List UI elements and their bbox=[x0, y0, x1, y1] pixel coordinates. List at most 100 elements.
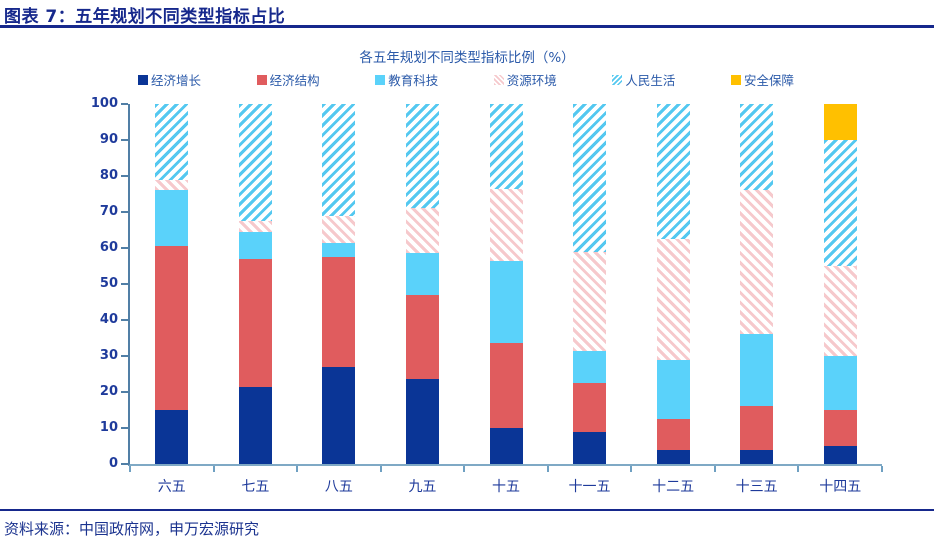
bar-十二五 bbox=[656, 104, 690, 464]
y-axis-tick bbox=[121, 211, 128, 213]
bar-segment-经济增长 bbox=[322, 366, 356, 464]
bar-segment-经济结构 bbox=[740, 406, 774, 450]
legend-item: 经济结构 bbox=[256, 70, 320, 89]
legend-swatch-icon bbox=[730, 74, 741, 85]
legend-item: 人民生活 bbox=[612, 70, 675, 89]
bar-segment-经济增长 bbox=[238, 386, 272, 464]
bar-segment-资源环境 bbox=[405, 208, 439, 254]
bar-segment-经济结构 bbox=[405, 294, 439, 380]
y-axis-tick bbox=[121, 427, 128, 429]
y-axis-label: 80 bbox=[99, 168, 118, 183]
legend-swatch-icon bbox=[256, 74, 267, 85]
bar-segment-经济结构 bbox=[489, 343, 523, 428]
bar-segment-人民生活 bbox=[405, 104, 439, 209]
bar-segment-资源环境 bbox=[238, 221, 272, 232]
bar-segment-资源环境 bbox=[740, 190, 774, 335]
legend-swatch-icon bbox=[493, 74, 504, 85]
bar-九五 bbox=[405, 104, 439, 464]
footer-rule bbox=[0, 509, 934, 511]
y-axis-label: 100 bbox=[90, 96, 118, 111]
y-axis-label: 40 bbox=[99, 312, 118, 327]
x-axis-label: 十四五 bbox=[819, 479, 862, 495]
y-axis-label: 20 bbox=[99, 384, 118, 399]
bar-segment-教育科技 bbox=[489, 260, 523, 344]
legend-label: 人民生活 bbox=[625, 73, 676, 88]
bar-segment-资源环境 bbox=[322, 215, 356, 243]
bar-segment-经济结构 bbox=[656, 419, 690, 450]
bar-segment-教育科技 bbox=[238, 231, 272, 259]
y-axis-tick bbox=[121, 175, 128, 177]
bar-segment-资源环境 bbox=[573, 251, 607, 351]
bar-segment-人民生活 bbox=[656, 104, 690, 239]
x-axis-label: 八五 bbox=[324, 479, 353, 495]
bar-segment-经济结构 bbox=[322, 257, 356, 367]
bar-十五 bbox=[489, 104, 523, 464]
legend: 经济增长 经济结构 教育科技 资源环境 人民生活 安全保障 bbox=[138, 70, 794, 89]
x-axis-tick bbox=[463, 466, 466, 472]
y-axis-tick bbox=[121, 247, 128, 249]
bar-segment-教育科技 bbox=[322, 242, 356, 257]
legend-swatch-icon bbox=[612, 74, 623, 85]
bar-segment-资源环境 bbox=[656, 239, 690, 360]
bar-segment-教育科技 bbox=[656, 359, 690, 419]
bar-六五 bbox=[155, 104, 189, 464]
y-axis-tick bbox=[121, 103, 128, 105]
bar-segment-教育科技 bbox=[573, 350, 607, 383]
x-axis-tick bbox=[379, 466, 382, 472]
x-axis-label: 十二五 bbox=[652, 479, 695, 495]
bar-segment-人民生活 bbox=[238, 104, 272, 221]
x-axis-tick bbox=[797, 466, 800, 472]
y-axis-tick bbox=[121, 319, 128, 321]
legend-swatch-icon bbox=[138, 74, 148, 85]
bar-segment-经济增长 bbox=[405, 379, 439, 464]
legend-label: 经济结构 bbox=[269, 73, 320, 88]
bar-segment-经济增长 bbox=[656, 449, 690, 464]
plot-area: 0 10 20 30 40 50 60 70 80 90 100 六五 七五 八五 九五 十五 十一五 十二五 十三… bbox=[91, 96, 883, 495]
x-axis-label: 十三五 bbox=[735, 479, 778, 495]
x-axis-label: 十一五 bbox=[568, 479, 611, 495]
bar-segment-经济增长 bbox=[155, 410, 189, 464]
y-axis-label: 50 bbox=[99, 276, 118, 291]
y-axis-label: 0 bbox=[108, 456, 118, 471]
x-axis-tick bbox=[212, 466, 215, 472]
bar-segment-人民生活 bbox=[740, 104, 774, 191]
bar-segment-经济增长 bbox=[740, 449, 774, 464]
bar-十三五 bbox=[740, 104, 774, 464]
bar-七五 bbox=[238, 104, 272, 464]
bar-segment-经济结构 bbox=[155, 246, 189, 410]
bar-segment-人民生活 bbox=[823, 140, 857, 266]
legend-label: 资源环境 bbox=[506, 73, 557, 88]
x-axis-label: 七五 bbox=[241, 479, 270, 495]
bar-segment-经济增长 bbox=[489, 428, 523, 464]
bar-segment-安全保障 bbox=[823, 104, 857, 140]
bar-segment-人民生活 bbox=[573, 104, 607, 252]
y-axis-label: 10 bbox=[99, 420, 118, 435]
bar-segment-经济增长 bbox=[573, 431, 607, 464]
y-axis-tick bbox=[121, 283, 128, 285]
bar-segment-人民生活 bbox=[489, 104, 523, 189]
page-title: 图表 7：五年规划不同类型指标占比 bbox=[4, 7, 286, 27]
x-axis-tick bbox=[713, 466, 716, 472]
y-axis-tick bbox=[121, 391, 128, 393]
bar-segment-经济结构 bbox=[573, 383, 607, 432]
x-axis-tick bbox=[630, 466, 633, 472]
legend-item: 安全保障 bbox=[730, 70, 794, 89]
legend-item: 经济增长 bbox=[138, 70, 201, 89]
y-axis-tick bbox=[121, 355, 128, 357]
legend-label: 安全保障 bbox=[743, 73, 794, 88]
x-axis-tick bbox=[546, 466, 549, 472]
y-axis-label: 30 bbox=[99, 348, 118, 363]
bar-segment-人民生活 bbox=[155, 104, 189, 180]
x-axis-label: 十五 bbox=[492, 479, 520, 495]
title-rule bbox=[0, 25, 934, 28]
bar-segment-资源环境 bbox=[155, 179, 189, 191]
y-axis-tick bbox=[121, 139, 128, 141]
legend-label: 经济增长 bbox=[151, 73, 202, 88]
bar-segment-资源环境 bbox=[823, 266, 857, 356]
bar-十一五 bbox=[573, 104, 607, 464]
x-axis-label: 九五 bbox=[408, 479, 437, 495]
bar-segment-资源环境 bbox=[489, 188, 523, 261]
legend-label: 教育科技 bbox=[388, 73, 439, 88]
y-axis-label: 90 bbox=[99, 132, 118, 147]
bar-segment-教育科技 bbox=[740, 334, 774, 407]
